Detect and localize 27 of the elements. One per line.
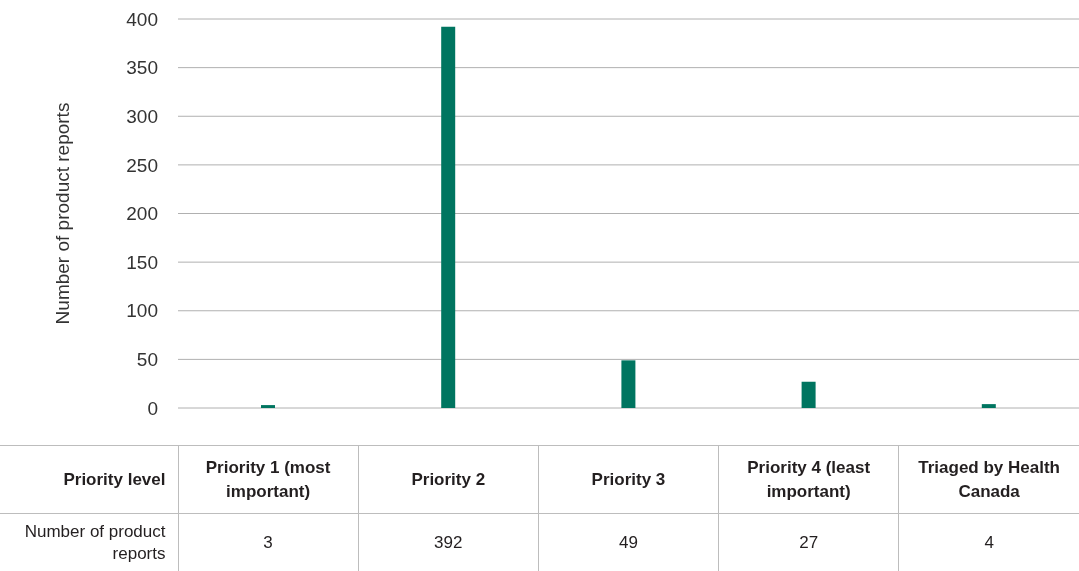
x-tick-label: Priority 3 (538, 445, 719, 514)
x-axis-title: Priority level (62, 468, 167, 491)
data-label: 27 (718, 513, 899, 571)
x-tick-label: Triaged by Health Canada (898, 445, 1079, 514)
y-tick-label: 250 (126, 154, 158, 176)
data-label: 4 (898, 513, 1079, 571)
bar (981, 404, 996, 408)
data-label: 49 (538, 513, 719, 571)
data-label: 392 (358, 513, 539, 571)
y-tick-label: 150 (126, 251, 158, 273)
y-tick-label: 400 (126, 8, 158, 30)
x-tick-label: Priority 4 (least important) (718, 445, 899, 514)
y-tick-label: 200 (126, 203, 158, 225)
y-tick-label: 0 (147, 397, 158, 419)
y-axis-title: Number of product reports (51, 102, 73, 325)
bar (621, 360, 636, 408)
y-tick-label: 350 (126, 57, 158, 79)
y-tick-label: 50 (136, 349, 158, 371)
y-tick-label: 300 (126, 106, 158, 127)
x-tick-label: Priority 1 (most important) (178, 445, 359, 514)
bar (261, 405, 275, 408)
data-label: 3 (178, 513, 359, 571)
y-tick-label: 100 (126, 300, 158, 322)
bar (801, 381, 816, 408)
x-tick-label: Priority 2 (358, 445, 539, 514)
text: Number of product reports (23, 520, 167, 565)
bar (441, 26, 456, 408)
